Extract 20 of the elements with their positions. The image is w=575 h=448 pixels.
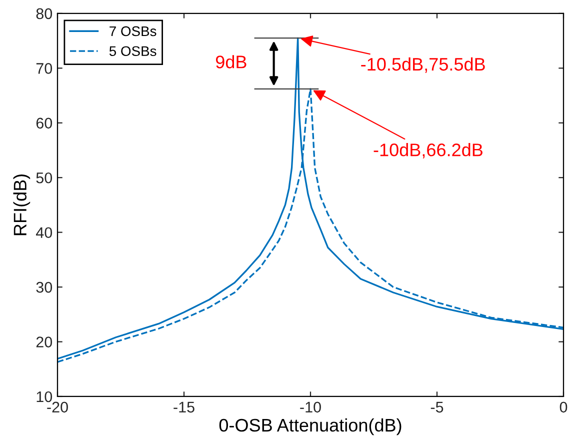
x-tick-label: -5 xyxy=(430,402,444,413)
annotation: -10dB,66.2dB xyxy=(374,143,482,158)
annotation: 9dB xyxy=(216,55,246,68)
annotation: -10.5dB,75.5dB xyxy=(361,57,485,73)
legend-label: 5 OSBs xyxy=(109,46,156,56)
x-tick-label: -20 xyxy=(47,402,68,413)
y-tick-label: 20 xyxy=(36,336,52,348)
y-tick-label: 40 xyxy=(36,227,52,238)
y-tick-label: 80 xyxy=(36,8,52,20)
x-tick-label: -15 xyxy=(174,402,194,413)
y-tick-label: 10 xyxy=(36,391,52,402)
y-tick-label: 60 xyxy=(36,118,52,129)
y-tick-label: 50 xyxy=(36,172,52,184)
x-tick-label: -10 xyxy=(300,402,321,413)
legend-label: 7 OSBs xyxy=(110,26,156,36)
x-tick-label: 0 xyxy=(560,402,568,413)
y-tick-label: 30 xyxy=(36,282,52,293)
x-axis-title: 0-OSB Attenuation(dB) xyxy=(219,418,402,436)
y-axis-title: RFI(dB) xyxy=(13,174,30,236)
y-tick-label: 70 xyxy=(36,63,52,74)
